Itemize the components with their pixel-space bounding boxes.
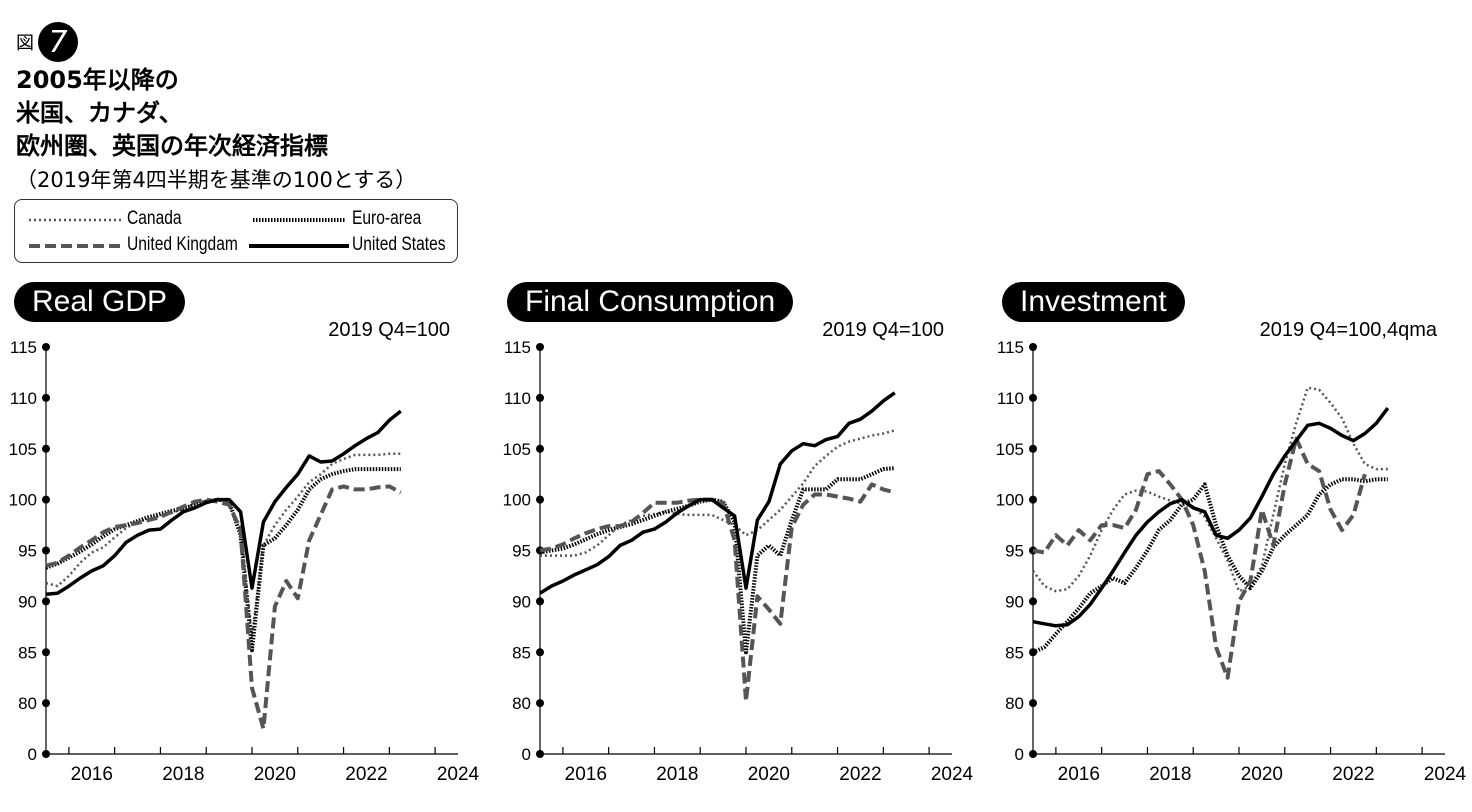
chart-3-x-tick-label-2022: 2022 — [1332, 764, 1374, 785]
chart-2-series-euro-area-line — [539, 466, 895, 655]
chart-2-y-tick-label-80: 80 — [512, 694, 531, 713]
chart-3-series-united-states-line — [1032, 407, 1390, 628]
chart-1-y-tick-label-0: 0 — [28, 745, 37, 764]
chart-3-y-tick-dot-105 — [1029, 444, 1037, 453]
chart-2-y-tick-dot-0 — [536, 750, 544, 758]
figure-title: 2005年以降の 米国、カナダ、 欧州圏、英国の年次経済指標 — [16, 64, 328, 163]
chart-2-y-tick-dot-100 — [536, 495, 544, 504]
chart-2-y-tick-label-90: 90 — [512, 592, 531, 611]
chart-2-y-tick-dot-110 — [536, 393, 544, 402]
chart-2-x-tick-label-2024: 2024 — [931, 764, 974, 785]
chart-2-y-tick-label-95: 95 — [512, 542, 531, 561]
title-line: 欧州圏、英国の年次経済指標 — [16, 132, 328, 160]
chart-title-final-consumption: Final Consumption — [507, 282, 794, 322]
chart-3-x-tick-label-2020: 2020 — [1241, 764, 1283, 785]
chart-3-series-euro-area-line — [1032, 477, 1388, 655]
legend-label-euro-area: Euro-area — [352, 208, 422, 229]
chart-2-y-tick-label-115: 115 — [504, 338, 531, 357]
figure-subtitle: （2019年第4四半期を基準の100とする） — [16, 168, 417, 192]
chart-1-y-tick-dot-110 — [42, 393, 50, 402]
chart-3-y-tick-label-0: 0 — [1015, 745, 1024, 764]
chart-3-x-tick-label-2024: 2024 — [1424, 764, 1467, 785]
chart-3-y-tick-dot-0 — [1029, 750, 1037, 758]
chart-1-y-tick-dot-105 — [42, 444, 50, 453]
chart-1-y-tick-dot-100 — [42, 495, 50, 504]
chart-2-y-tick-label-105: 105 — [503, 440, 531, 459]
chart-1-y-tick-label-110: 110 — [10, 389, 37, 408]
chart-2-x-tick-label-2022: 2022 — [839, 764, 881, 785]
chart-3-y-tick-dot-110 — [1029, 393, 1037, 402]
chart-2-y-tick-label-100: 100 — [503, 491, 531, 510]
chart-1-series-united-kingdam-line — [45, 484, 402, 731]
chart-3-series-united-kingdam-line — [1032, 436, 1367, 680]
chart-3-x-tick-label-2018: 2018 — [1149, 764, 1191, 785]
chart-1-y-tick-label-90: 90 — [18, 592, 37, 611]
chart-2-y-tick-label-0: 0 — [522, 745, 531, 764]
chart-2-y-tick-label-110: 110 — [504, 389, 531, 408]
chart-1-x-tick-label-2024: 2024 — [437, 764, 480, 785]
chart-2-y-tick-label-85: 85 — [512, 643, 531, 662]
chart-3-y-tick-label-90: 90 — [1005, 592, 1024, 611]
chart-1-x-tick-label-2022: 2022 — [345, 764, 387, 785]
chart-1-note: 2019 Q4=100 — [328, 319, 450, 341]
chart-1-y-tick-dot-90 — [42, 597, 50, 606]
chart-3-y-tick-dot-90 — [1029, 597, 1037, 606]
chart-3-x-tick-label-2016: 2016 — [1058, 764, 1100, 785]
chart-1-x-tick-label-2016: 2016 — [71, 764, 113, 785]
chart-3-y-tick-dot-100 — [1029, 495, 1037, 504]
chart-2-series-united-kingdam-line — [539, 482, 896, 704]
figure-number: 7 — [38, 22, 78, 62]
chart-2-y-tick-dot-85 — [536, 648, 544, 657]
chart-1-series-united-states-line — [45, 409, 402, 597]
chart-1-y-tick-label-100: 100 — [9, 491, 37, 510]
chart-1-x-tick-label-2020: 2020 — [254, 764, 296, 785]
chart-3-y-tick-dot-115 — [1029, 343, 1037, 351]
legend-swatches — [29, 218, 349, 248]
chart-3-series-canada-line — [1032, 386, 1388, 593]
chart-2-series-canada-line — [540, 429, 896, 557]
figure-label: 図 7 — [16, 22, 78, 62]
chart-1-y-tick-label-80: 80 — [18, 694, 37, 713]
chart-1-y-tick-label-95: 95 — [18, 542, 37, 561]
chart-1-y-tick-dot-0 — [42, 750, 50, 758]
chart-1-x-tick-label-2018: 2018 — [162, 764, 204, 785]
chart-title-investment: Investment — [1002, 282, 1185, 322]
chart-1-y-tick-dot-95 — [42, 546, 50, 555]
chart-3-note: 2019 Q4=100,4qma — [1260, 319, 1438, 341]
chart-1-y-tick-label-115: 115 — [10, 338, 37, 357]
chart-3-y-tick-label-115: 115 — [997, 338, 1024, 357]
chart-3-y-tick-label-105: 105 — [996, 440, 1024, 459]
chart-2-y-tick-dot-80 — [536, 699, 544, 708]
chart-2-x-tick-label-2020: 2020 — [748, 764, 790, 785]
chart-2-y-tick-dot-115 — [536, 343, 544, 351]
chart-2-note: 2019 Q4=100 — [822, 319, 944, 341]
title-line: 米国、カナダ、 — [16, 99, 183, 127]
chart-1-y-tick-dot-115 — [42, 343, 50, 351]
chart-3-y-tick-label-95: 95 — [1005, 542, 1024, 561]
chart-1-y-tick-dot-85 — [42, 648, 50, 657]
chart-2-x-tick-label-2018: 2018 — [656, 764, 698, 785]
chart-title-real-gdp: Real GDP — [14, 282, 186, 322]
chart-2-y-tick-dot-90 — [536, 597, 544, 606]
chart-2-x-tick-label-2016: 2016 — [565, 764, 607, 785]
chart-1-y-tick-label-105: 105 — [9, 440, 37, 459]
chart-1-series-euro-area-line — [45, 467, 401, 653]
chart-3-y-tick-label-110: 110 — [997, 389, 1024, 408]
chart-1-y-tick-dot-80 — [42, 699, 50, 708]
legend-label-united-kingdam: United Kingdam — [127, 234, 238, 255]
chart-3-y-tick-label-100: 100 — [996, 491, 1024, 510]
chart-3-y-tick-label-85: 85 — [1005, 643, 1024, 662]
chart-1-y-tick-label-85: 85 — [18, 643, 37, 662]
chart-3-y-tick-label-80: 80 — [1005, 694, 1024, 713]
legend: Canada Euro-area United Kingdam United S… — [14, 199, 458, 263]
chart-2-series-united-states-line — [539, 391, 896, 595]
title-line: 2005年以降の — [16, 66, 179, 94]
chart-3-y-tick-dot-80 — [1029, 699, 1037, 708]
figure-prefix: 図 — [16, 33, 34, 54]
chart-2-y-tick-dot-105 — [536, 444, 544, 453]
legend-label-canada: Canada — [127, 208, 182, 229]
legend-label-united-states: United States — [352, 234, 446, 255]
chart-1-series-canada-line — [45, 452, 401, 639]
